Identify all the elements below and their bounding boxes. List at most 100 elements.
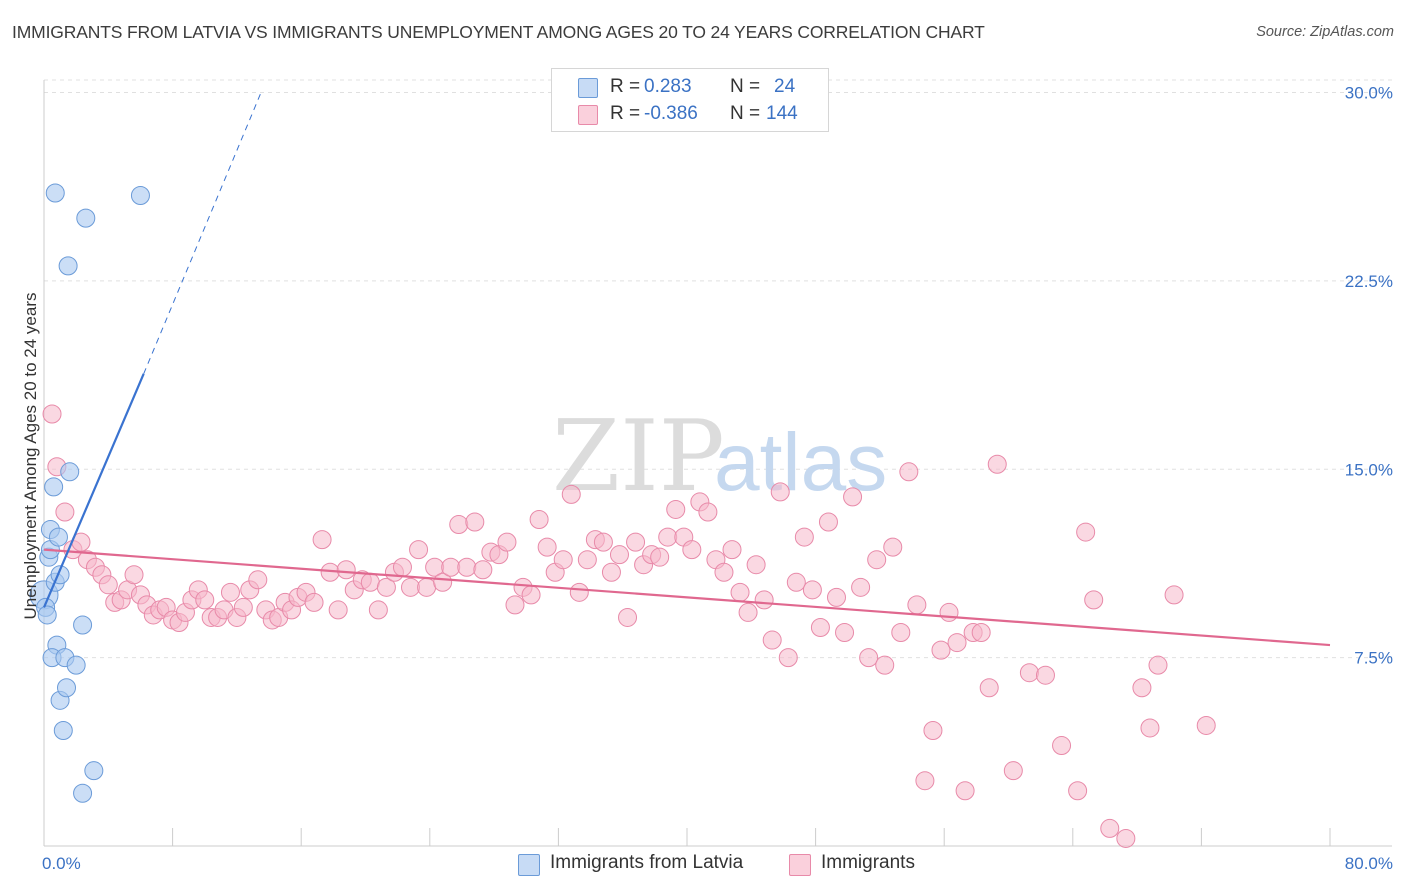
immigrants-point [875,655,895,675]
latvia-point [53,720,73,740]
n-value: 144 [766,103,798,124]
immigrants-point [698,502,718,522]
latvia-point [44,477,64,497]
stats-row-immigrants: R = -0.386 N = 144 [552,100,828,128]
latvia-point [130,186,150,206]
latvia-trend-extension [143,92,262,375]
immigrants-point [1003,761,1023,781]
immigrants-point [931,640,951,660]
immigrants-point [233,597,253,617]
immigrants-point [328,600,348,620]
latvia-point [48,527,68,547]
latvia-trend-line [42,373,145,608]
immigrants-legend-swatch [789,854,811,876]
immigrants-point [1076,522,1096,542]
immigrants-point [947,633,967,653]
immigrants-point [826,587,846,607]
latvia-point [66,655,86,675]
immigrants-point [907,595,927,615]
immigrants-point [441,557,461,577]
immigrants-point [1116,828,1136,848]
watermark: ZIP atlas [552,400,887,514]
immigrants-point [666,499,686,519]
latvia-point [45,183,65,203]
latvia-point [73,783,93,803]
r-label: R = [610,76,641,97]
immigrants-point [553,550,573,570]
immigrants-point [754,590,774,610]
immigrants-point [1052,736,1072,756]
immigrants-point [336,560,356,580]
immigrants-point [955,781,975,801]
immigrants-point [883,537,903,557]
immigrants-point [569,582,589,602]
r-value: -0.386 [644,103,698,124]
y-tick-label: 7.5% [1354,649,1393,668]
immigrants-swatch [578,105,598,125]
immigrants-point [98,575,118,595]
latvia-swatch [578,78,598,98]
immigrants-point [392,557,412,577]
immigrants-point [923,720,943,740]
immigrants-point [561,484,581,504]
immigrants-point [409,540,429,560]
immigrants-point [915,771,935,791]
immigrants-point [818,512,838,532]
immigrants-point [1196,715,1216,735]
immigrants-point [1148,655,1168,675]
immigrants-point [609,545,629,565]
legend-label: Immigrants from Latvia [550,852,744,873]
latvia-point [58,256,78,276]
immigrants-point [55,502,75,522]
immigrants-point [762,630,782,650]
r-value: 0.283 [644,76,692,97]
immigrants-point [1019,663,1039,683]
trend-lines [42,92,1331,647]
immigrants-point [987,454,1007,474]
immigrants-point [1084,590,1104,610]
immigrants-point [601,562,621,582]
immigrants-point [368,600,388,620]
n-label: N = [730,76,761,97]
source-credit: Source: ZipAtlas.com [1256,24,1394,40]
stats-legend: R = 0.283 N = 24 R = -0.386 N = 144 [551,68,829,132]
y-axis-label: Unemployment Among Ages 20 to 24 years [21,293,40,620]
immigrants-point [529,510,549,530]
immigrants-point [650,547,670,567]
immigrants-point [42,404,62,424]
latvia-point [60,462,80,482]
immigrants-point [859,648,879,668]
immigrants-point [1035,665,1055,685]
immigrants-point [939,602,959,622]
immigrants-point [682,540,702,560]
immigrants-points [42,404,1216,848]
immigrants-point [417,577,437,597]
immigrants-point [248,570,268,590]
immigrants-point [457,557,477,577]
immigrants-point [618,607,638,627]
stats-row-latvia: R = 0.283 N = 24 [552,73,828,101]
immigrants-point [891,623,911,643]
immigrants-point [626,532,646,552]
immigrants-point [1132,678,1152,698]
tick-labels: 7.5% 15.0% 22.5% 30.0% 0.0% 80.0% [42,84,1393,873]
x-tick-label: 80.0% [1345,854,1393,873]
immigrants-point [593,532,613,552]
immigrants-point [722,540,742,560]
latvia-legend-swatch [518,854,540,876]
latvia-points [29,183,150,803]
immigrants-point [195,590,215,610]
immigrants-point [658,527,678,547]
legend-label: Immigrants [821,852,915,873]
immigrants-point [851,577,871,597]
n-value: 24 [774,76,796,97]
x-tick-label: 0.0% [42,854,81,873]
immigrants-point [810,618,830,638]
latvia-point [76,208,96,228]
immigrants-point [360,572,380,592]
immigrants-point [1068,781,1088,801]
latvia-point [73,615,93,635]
series-legend: Immigrants from Latvia Immigrants [0,852,1406,878]
immigrants-point [899,462,919,482]
